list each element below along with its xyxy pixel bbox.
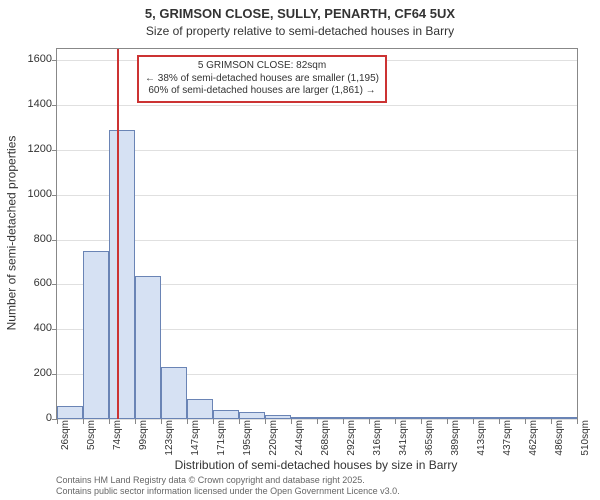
x-tick-mark — [109, 419, 110, 424]
x-tick-mark — [213, 419, 214, 424]
histogram-bar — [187, 399, 213, 419]
annotation-line-2: ← 38% of semi-detached houses are smalle… — [145, 73, 379, 86]
x-tick-mark — [473, 419, 474, 424]
x-tick-mark — [265, 419, 266, 424]
y-tick-mark — [52, 105, 57, 106]
histogram-bar — [239, 412, 265, 419]
y-tick-mark — [52, 329, 57, 330]
x-tick-mark — [161, 419, 162, 424]
x-tick-label: 74sqm — [112, 420, 123, 450]
histogram-bar — [421, 417, 447, 419]
x-tick-mark — [239, 419, 240, 424]
histogram-bar — [213, 410, 239, 419]
y-tick-label: 200 — [12, 367, 52, 379]
x-tick-label: 292sqm — [346, 420, 357, 456]
reference-line — [117, 49, 119, 419]
y-tick-label: 0 — [12, 412, 52, 424]
x-tick-mark — [291, 419, 292, 424]
x-tick-label: 389sqm — [450, 420, 461, 456]
x-tick-label: 147sqm — [190, 420, 201, 456]
histogram-bar — [447, 417, 473, 419]
y-tick-mark — [52, 150, 57, 151]
gridline — [57, 150, 577, 151]
y-tick-label: 600 — [12, 277, 52, 289]
x-tick-mark — [187, 419, 188, 424]
y-tick-label: 1200 — [12, 143, 52, 155]
y-tick-mark — [52, 374, 57, 375]
x-tick-mark — [317, 419, 318, 424]
x-tick-label: 462sqm — [528, 420, 539, 456]
histogram-bar — [291, 417, 317, 419]
x-tick-mark — [83, 419, 84, 424]
x-tick-label: 486sqm — [554, 420, 565, 456]
x-tick-label: 195sqm — [242, 420, 253, 456]
histogram-bar — [369, 417, 395, 419]
x-tick-mark — [577, 419, 578, 424]
histogram-bar — [161, 367, 187, 419]
x-tick-mark — [395, 419, 396, 424]
gridline — [57, 240, 577, 241]
x-tick-label: 365sqm — [424, 420, 435, 456]
y-tick-mark — [52, 240, 57, 241]
histogram-bar — [57, 406, 83, 419]
annotation-line-1: 5 GRIMSON CLOSE: 82sqm — [145, 60, 379, 73]
histogram-bar — [109, 130, 135, 419]
histogram-bar — [395, 417, 421, 419]
x-tick-label: 26sqm — [60, 420, 71, 450]
histogram-bar — [83, 251, 109, 419]
x-tick-mark — [343, 419, 344, 424]
histogram-bar — [551, 417, 577, 419]
y-tick-label: 1600 — [12, 53, 52, 65]
x-tick-label: 123sqm — [164, 420, 175, 456]
x-tick-label: 171sqm — [216, 420, 227, 456]
x-tick-mark — [421, 419, 422, 424]
histogram-bar — [525, 417, 551, 419]
histogram-bar — [343, 417, 369, 419]
annotation-callout: 5 GRIMSON CLOSE: 82sqm ← 38% of semi-det… — [137, 55, 387, 103]
y-tick-label: 400 — [12, 322, 52, 334]
y-tick-label: 1000 — [12, 188, 52, 200]
x-tick-label: 99sqm — [138, 420, 149, 450]
x-tick-mark — [499, 419, 500, 424]
x-axis-label: Distribution of semi-detached houses by … — [56, 458, 576, 472]
x-tick-mark — [525, 419, 526, 424]
x-tick-label: 316sqm — [372, 420, 383, 456]
x-tick-mark — [551, 419, 552, 424]
histogram-bar — [473, 417, 499, 419]
histogram-bar — [317, 417, 343, 419]
x-tick-label: 268sqm — [320, 420, 331, 456]
gridline — [57, 105, 577, 106]
gridline — [57, 195, 577, 196]
x-tick-label: 437sqm — [502, 420, 513, 456]
x-tick-mark — [57, 419, 58, 424]
x-tick-mark — [447, 419, 448, 424]
y-tick-mark — [52, 60, 57, 61]
y-tick-mark — [52, 284, 57, 285]
x-tick-label: 413sqm — [476, 420, 487, 456]
x-tick-mark — [369, 419, 370, 424]
annotation-line-3: 60% of semi-detached houses are larger (… — [145, 85, 379, 98]
y-tick-label: 1400 — [12, 98, 52, 110]
footer-line-1: Contains HM Land Registry data © Crown c… — [56, 475, 400, 485]
footer-attribution: Contains HM Land Registry data © Crown c… — [56, 475, 400, 496]
x-tick-mark — [135, 419, 136, 424]
x-tick-label: 50sqm — [86, 420, 97, 450]
x-tick-label: 341sqm — [398, 420, 409, 456]
x-tick-label: 244sqm — [294, 420, 305, 456]
y-tick-label: 800 — [12, 233, 52, 245]
chart-title: 5, GRIMSON CLOSE, SULLY, PENARTH, CF64 5… — [0, 6, 600, 21]
histogram-bar — [135, 276, 161, 420]
histogram-bar — [265, 415, 291, 419]
x-tick-label: 220sqm — [268, 420, 279, 456]
chart-subtitle: Size of property relative to semi-detach… — [0, 24, 600, 38]
footer-line-2: Contains public sector information licen… — [56, 486, 400, 496]
y-tick-mark — [52, 195, 57, 196]
plot-area: 5 GRIMSON CLOSE: 82sqm ← 38% of semi-det… — [56, 48, 578, 420]
chart-container: 5, GRIMSON CLOSE, SULLY, PENARTH, CF64 5… — [0, 0, 600, 500]
histogram-bar — [499, 417, 525, 419]
x-tick-label: 510sqm — [580, 420, 591, 456]
